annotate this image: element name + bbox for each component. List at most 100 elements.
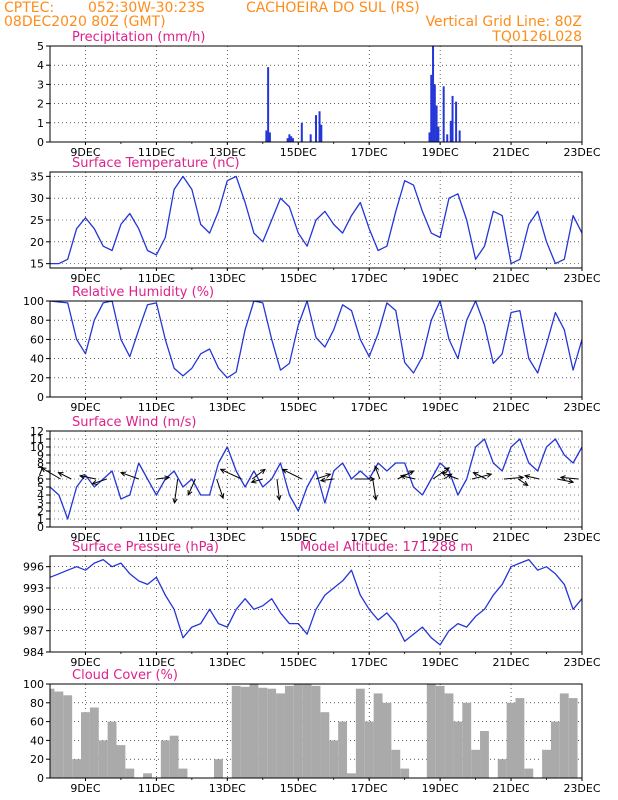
wind-arrow [40,467,61,480]
precipitation-xtick-label: 21DEC [493,146,530,159]
wind-arrow-shaft [216,478,224,499]
cloud-cover-bar [568,698,578,778]
precipitation-bar [315,115,317,142]
cloud-cover-xtick-label: 19DEC [422,782,459,795]
cloud-cover-ytick-label: 80 [30,697,44,710]
wind-xtick-label: 17DEC [351,531,388,544]
cloud-cover-bar [471,749,481,778]
header-run-date: 08DEC2020 80Z (GMT) [4,14,166,30]
wind-arrow-shaft [156,476,170,480]
wind-arrow-shaft [517,478,529,486]
cloud-cover-bar [497,759,507,778]
wind-arrow-head [399,474,406,480]
wind-arrow-head [522,480,529,487]
cloud-cover-bar [50,688,55,778]
precipitation-xtick-label: 11DEC [138,146,175,159]
wind-arrow-head [325,473,332,479]
precipitation-ytick-label: 1 [37,117,44,130]
wind-arrow-head [523,474,531,480]
cloud-cover-bar [249,684,259,778]
wind-arrow-head [559,475,566,481]
wind-arrow-head [78,474,86,480]
header-location: CACHOEIRA DO SUL (RS) [246,0,420,16]
cloud-cover-bar [107,721,117,778]
wind-arrow [432,467,450,480]
wind-arrow-head [172,498,178,505]
cloud-cover-bar [391,749,401,778]
wind-arrow [355,476,376,482]
precipitation-bar [320,124,323,142]
cloud-cover-xtick-label: 11DEC [138,782,175,795]
cloud-cover-bar [284,685,294,778]
cloud-cover-frame [49,683,583,779]
precipitation-bar [437,126,440,142]
precipitation-bar [318,111,321,142]
wind-arrow [443,473,453,480]
precipitation-bar [268,132,271,142]
wind-xtick-label: 21DEC [493,531,530,544]
precipitation-xtick-label: 17DEC [351,146,388,159]
pressure-xtick-label: 13DEC [209,656,246,669]
cloud-cover-xtick-label: 9DEC [70,782,100,795]
wind-arrow-shaft [251,468,266,480]
cloud-cover-bar [116,745,126,778]
cloud-cover-bar [329,740,339,778]
temperature-xtick-label: 11DEC [138,272,175,285]
wind-arrow-head [250,478,257,484]
cloud-cover-bar [98,740,108,778]
humidity-panel: Relative Humidity (%) 0 20 40 60 80 100 9DEC 11D… [23,285,601,414]
cloud-cover-bar [143,773,152,778]
humidity-ytick-label: 60 [30,333,44,346]
cloud-cover-bar [426,684,436,778]
wind-arrow [372,478,378,501]
header-source: CPTEC: [4,0,54,16]
humidity-xtick-label: 21DEC [493,401,530,414]
wind-arrow-head [40,467,47,473]
precipitation-title: Precipitation (mm/h) [72,30,205,45]
wind-arrow-shaft [120,472,139,480]
cloud-cover-bar [453,721,463,778]
wind-title: Surface Wind (m/s) [72,415,196,430]
precipitation-bar [267,67,270,142]
cloud-cover-bar [355,688,365,778]
cloud-cover-bar [267,688,277,778]
cloud-cover-bar [382,702,392,778]
header-grid-note: Vertical Grid Line: 80Z [426,14,582,30]
precipitation-bar [291,138,294,142]
wind-arrow-head [319,477,326,483]
wind-xtick-label: 9DEC [70,531,100,544]
wind-xtick-label: 23DEC [563,531,600,544]
wind-arrow-head [486,472,493,478]
pressure-ytick-label: 987 [23,625,44,638]
pressure-xtick-label: 11DEC [138,656,175,669]
wind-ytick-label: 2 [37,505,44,518]
precipitation-xtick-label: 23DEC [563,146,600,159]
humidity-ytick-label: 40 [30,353,44,366]
wind-arrow-shaft [80,475,97,480]
wind-arrow-head [440,471,447,477]
cloud-cover-bar [515,698,525,778]
wind-arrow-head [369,476,376,482]
wind-arrow [57,472,72,480]
wind-arrow-shaft [173,478,179,504]
precipitation-bar [428,132,431,142]
pressure-ytick-label: 984 [23,646,44,659]
precipitation-bar [309,134,312,142]
wind-ytick-label: 1 [37,513,44,526]
humidity-xtick-label: 19DEC [422,401,459,414]
precipitation-bar [290,136,293,142]
pressure-frame [49,555,583,653]
cloud-cover-bar [524,768,534,778]
cloud-cover-bar [169,735,179,778]
temperature-xtick-label: 21DEC [493,272,530,285]
pressure-xtick-label: 15DEC [280,656,317,669]
wind-arrow [440,471,459,480]
wind-arrow-shaft [560,476,579,480]
humidity-xtick-label: 9DEC [70,401,100,414]
precipitation-ytick-label: 3 [37,78,44,91]
cloud-cover-bar [480,731,489,778]
wind-arrow-head [281,468,288,474]
cloud-cover-bar [302,684,312,778]
wind-arrow-head [568,478,575,484]
